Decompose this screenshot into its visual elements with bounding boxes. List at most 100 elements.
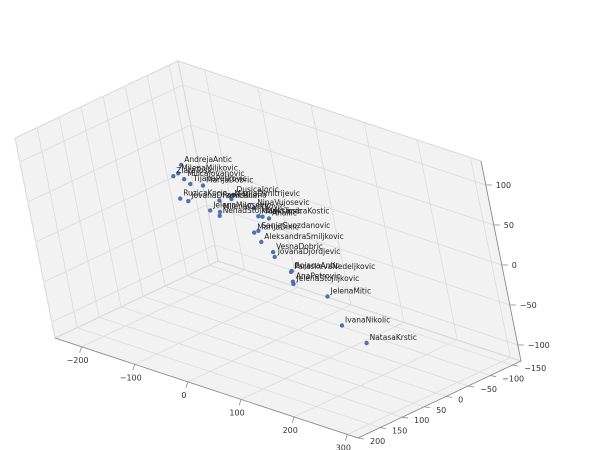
- y-tick-label: 100: [414, 416, 429, 425]
- point-label: ParaskevaNedeljkovic: [294, 262, 375, 271]
- point-label: SanjaGvozdanovic: [261, 221, 330, 230]
- y-gridline: [76, 327, 381, 428]
- data-point: [217, 213, 222, 218]
- y-tick-label: 150: [392, 427, 407, 436]
- z-tick-label: −100: [528, 341, 550, 350]
- grid-lines: [14, 65, 518, 439]
- axis-lines: [54, 160, 524, 441]
- data-point: [179, 162, 184, 168]
- point-label: MarijaDobric: [206, 176, 253, 185]
- y-gridline: [124, 85, 166, 287]
- point-label: JelenaMitic: [330, 287, 372, 296]
- y-gridline: [36, 127, 78, 328]
- z-gridline: [19, 84, 183, 163]
- y-gridline: [102, 96, 144, 297]
- x-tick-mark: [79, 346, 82, 353]
- data-point: [176, 171, 181, 176]
- data-point: [178, 196, 183, 201]
- y-tick-label: −150: [524, 364, 546, 373]
- data-point: [188, 181, 193, 187]
- y-tick-mark: [379, 427, 387, 429]
- data-point: [364, 340, 369, 346]
- tick-labels: −200−1000100200300−150−100−5005010015020…: [67, 181, 550, 450]
- point-label: IvanaNikolic: [345, 316, 390, 325]
- data-points: [171, 162, 369, 346]
- x-tick-mark: [238, 399, 242, 406]
- data-point: [208, 208, 213, 213]
- y-tick-mark: [401, 416, 409, 419]
- z-gridline: [206, 204, 510, 306]
- point-label: NenadStojkovic: [223, 206, 281, 215]
- data-point: [186, 198, 191, 204]
- data-point: [200, 183, 206, 188]
- y-tick-label: 50: [436, 406, 446, 415]
- x-gridline: [240, 322, 405, 400]
- point-label: NinaVujosevic: [257, 198, 309, 207]
- y-tick-mark: [490, 375, 497, 377]
- y-tick-label: 0: [458, 395, 463, 404]
- point-label: MarijaTosic: [261, 206, 302, 215]
- data-point: [252, 206, 257, 211]
- y-gridline: [209, 264, 513, 366]
- point-label: TijanaPetkovic: [192, 174, 247, 183]
- y-gridline: [168, 65, 210, 266]
- data-point: [256, 214, 261, 219]
- z-gridline: [214, 244, 518, 346]
- data-point: [182, 177, 187, 182]
- data-point: [289, 268, 294, 274]
- x-gridline: [204, 69, 245, 270]
- z-tick-label: −50: [520, 301, 537, 310]
- data-point: [259, 239, 264, 245]
- y-gridline: [58, 117, 100, 318]
- point-label: Anailic: [272, 209, 297, 218]
- point-label: MarijaDimitrijevic: [234, 189, 300, 198]
- z-gridline: [35, 164, 199, 243]
- point-label: RuzicaKocic: [183, 189, 227, 198]
- point-label: AnaPetrovic: [296, 272, 340, 281]
- data-point: [231, 192, 236, 198]
- x-gridline: [363, 122, 405, 323]
- point-label: JovanaDjordjevic: [277, 247, 341, 256]
- point-label: ZlataTosic: [176, 166, 213, 175]
- x-gridline: [294, 339, 458, 418]
- data-point: [270, 249, 276, 255]
- y-tick-mark: [357, 437, 365, 440]
- x-gridline: [257, 87, 299, 288]
- x-tick-mark: [132, 364, 136, 371]
- y-gridline: [187, 275, 491, 376]
- point-label: DusicaJocic: [237, 185, 279, 194]
- x-tick-mark: [185, 381, 189, 388]
- data-point: [217, 209, 223, 215]
- point-label: MilicaJovanovic: [187, 169, 244, 178]
- z-gridline: [27, 124, 191, 203]
- x-tick-label: −100: [120, 373, 142, 382]
- y-tick-mark: [512, 364, 519, 367]
- x-gridline: [81, 269, 245, 348]
- data-point: [291, 281, 296, 287]
- y-tick-label: −100: [502, 375, 524, 384]
- y-gridline: [120, 306, 425, 408]
- y-gridline: [98, 316, 403, 418]
- point-label: JelenaStojiljkovic: [296, 274, 360, 283]
- data-point: [339, 323, 345, 328]
- x-gridline: [469, 157, 511, 358]
- y-gridline: [165, 285, 469, 387]
- x-gridline: [310, 104, 352, 305]
- axes-panes: [14, 60, 523, 439]
- point-label: AleksandraSmiljkovic: [264, 232, 344, 241]
- point-label: AleksandraKostic: [266, 207, 330, 216]
- x-gridline: [187, 304, 352, 383]
- point-label: NatasaKrstic: [370, 333, 417, 342]
- x-tick-mark: [291, 416, 295, 424]
- z-gridline: [190, 124, 494, 226]
- data-point: [325, 294, 330, 299]
- y-gridline: [14, 137, 56, 339]
- y-gridline: [142, 295, 447, 397]
- z-axis-line: [480, 160, 522, 362]
- x-tick-label: −200: [67, 356, 89, 365]
- z-tick-label: 0: [512, 261, 517, 270]
- x-tick-mark: [344, 434, 348, 441]
- y-gridline: [80, 106, 122, 307]
- y-tick-mark: [468, 385, 475, 388]
